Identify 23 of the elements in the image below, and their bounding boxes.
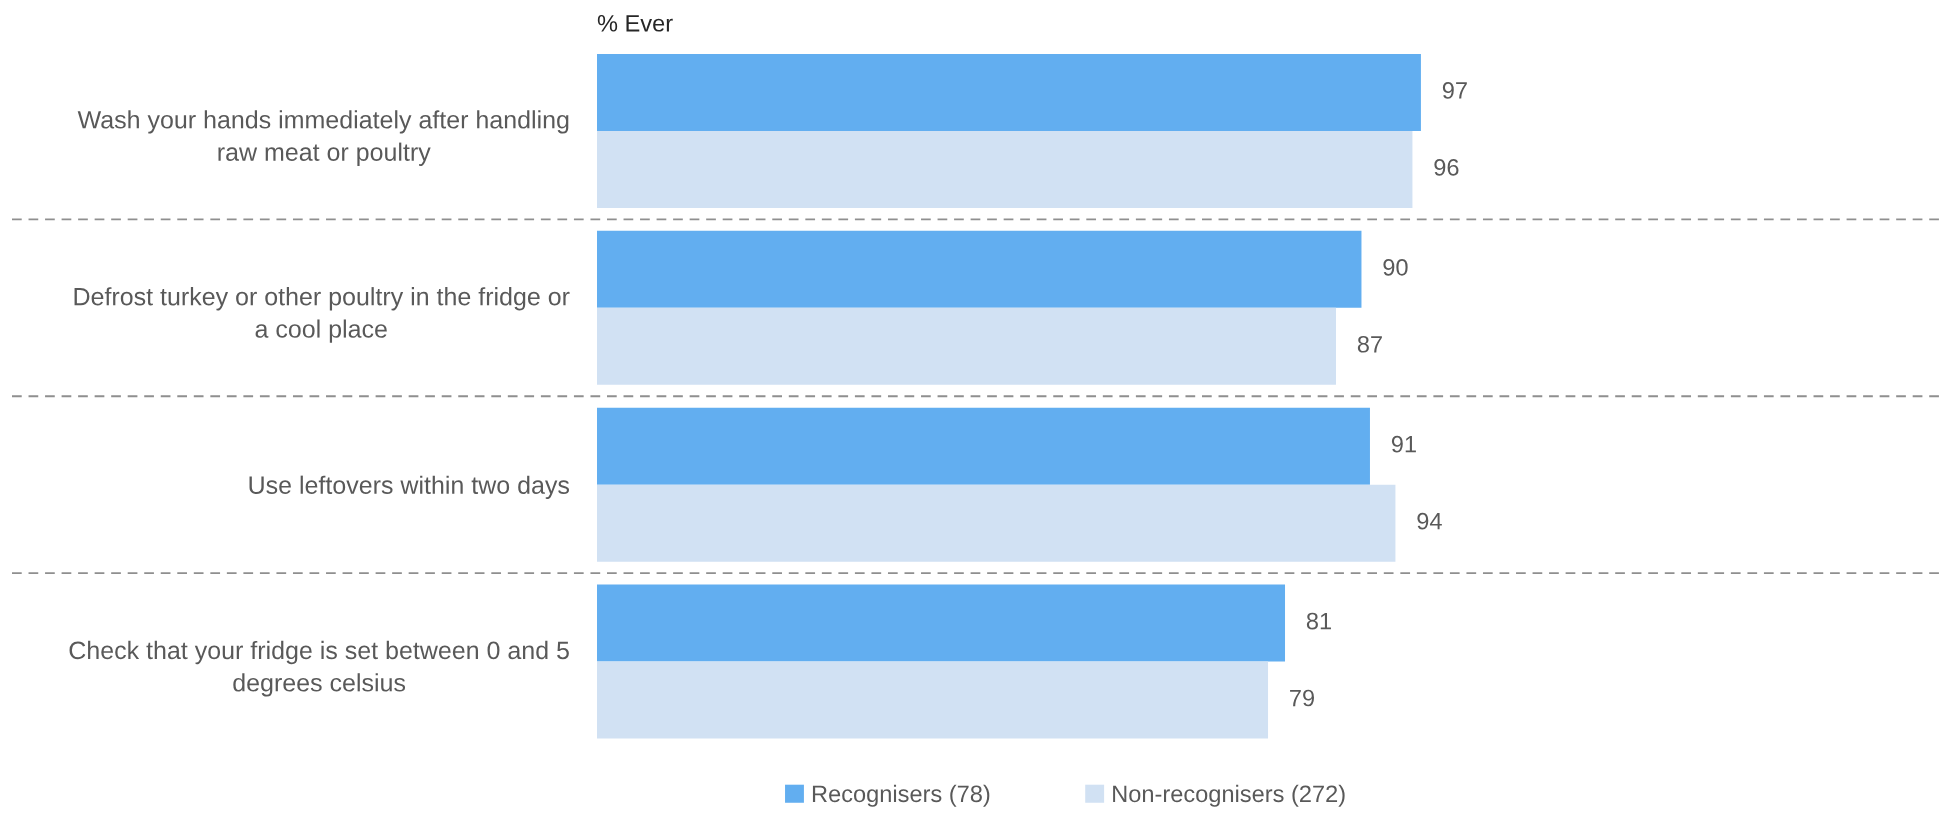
bar — [597, 407, 1370, 485]
bar — [597, 584, 1286, 662]
data-label: 87 — [1357, 335, 1382, 353]
data-label: 90 — [1383, 258, 1408, 276]
legend-label: Non-recognisers (272) — [1113, 784, 1345, 807]
bar — [597, 661, 1269, 739]
legend-label: Recognisers (78) — [812, 784, 990, 807]
bar — [597, 230, 1362, 308]
data-label: 96 — [1434, 159, 1459, 176]
bar — [597, 307, 1336, 385]
data-label: 91 — [1391, 435, 1416, 453]
data-label: 94 — [1417, 512, 1442, 530]
y-tick-label: Defrost turkey or other poultry in the fridge or a cool place — [74, 287, 570, 343]
y-tick-label: Wash your hands immediately after handling raw meat or poultry — [77, 110, 569, 166]
data-label: 79 — [1290, 689, 1315, 707]
bar — [597, 484, 1396, 562]
data-label: 81 — [1306, 612, 1331, 630]
y-tick-label: Use leftovers within two days — [249, 475, 570, 499]
chart-title: % Ever — [597, 15, 673, 32]
data-label: 97 — [1442, 82, 1467, 99]
y-tick-label: Check that your fridge is set between 0 and 5 degrees celsius — [69, 640, 569, 697]
bar — [597, 53, 1421, 131]
bar — [597, 130, 1413, 208]
